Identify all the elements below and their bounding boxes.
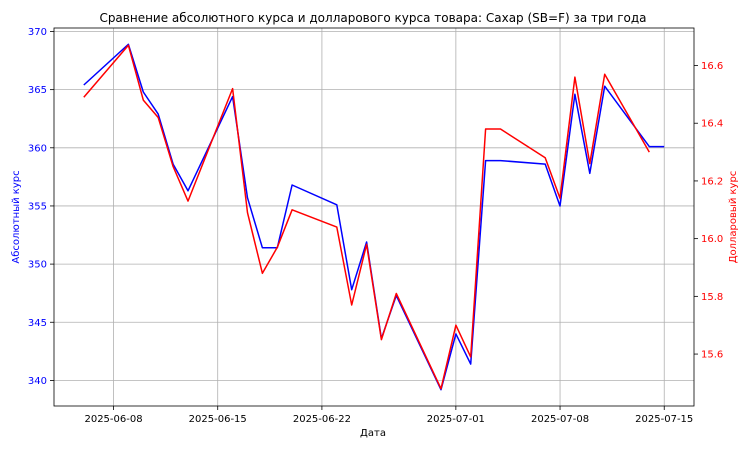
y-left-tick-label: 360 xyxy=(28,143,47,154)
y-axis-left: 340 345 350 355 360 365 370 xyxy=(28,27,54,387)
y-axis-right: 15.6 15.8 16.0 16.2 16.4 16.6 xyxy=(694,61,723,361)
x-tick-label: 2025-06-15 xyxy=(189,414,247,425)
y-right-tick-label: 16.6 xyxy=(701,61,723,72)
y-left-tick-label: 345 xyxy=(28,318,47,329)
y-right-tick-label: 15.8 xyxy=(701,292,723,303)
x-axis-label: Дата xyxy=(360,428,386,439)
x-axis: 2025-06-08 2025-06-15 2025-06-22 2025-07-01… xyxy=(84,406,693,425)
y-left-tick-label: 350 xyxy=(28,260,47,271)
y-right-tick-label: 15.6 xyxy=(701,350,723,361)
y-right-tick-label: 16.0 xyxy=(701,234,723,245)
x-tick-label: 2025-07-15 xyxy=(635,414,693,425)
x-tick-label: 2025-06-22 xyxy=(293,414,351,425)
y-left-tick-label: 355 xyxy=(28,201,47,212)
x-tick-label: 2025-06-08 xyxy=(84,414,142,425)
plot-frame xyxy=(53,27,695,407)
series-line-dollar xyxy=(83,44,650,390)
plot-lines xyxy=(83,43,665,391)
chart-title: Сравнение абсолютного курса и долларовог… xyxy=(99,11,646,25)
y-axis-right-label: Долларовый курс xyxy=(728,171,739,264)
series-line-absolute xyxy=(83,43,665,391)
y-axis-left-label: Абсолютный курс xyxy=(11,170,22,263)
y-left-tick-label: 365 xyxy=(28,85,47,96)
x-tick-label: 2025-07-08 xyxy=(531,414,589,425)
y-left-tick-label: 340 xyxy=(28,376,47,387)
y-right-tick-label: 16.2 xyxy=(701,176,723,187)
grid xyxy=(54,28,694,406)
y-left-tick-label: 370 xyxy=(28,27,47,38)
y-right-tick-label: 16.4 xyxy=(701,119,723,130)
x-tick-label: 2025-07-01 xyxy=(427,414,485,425)
